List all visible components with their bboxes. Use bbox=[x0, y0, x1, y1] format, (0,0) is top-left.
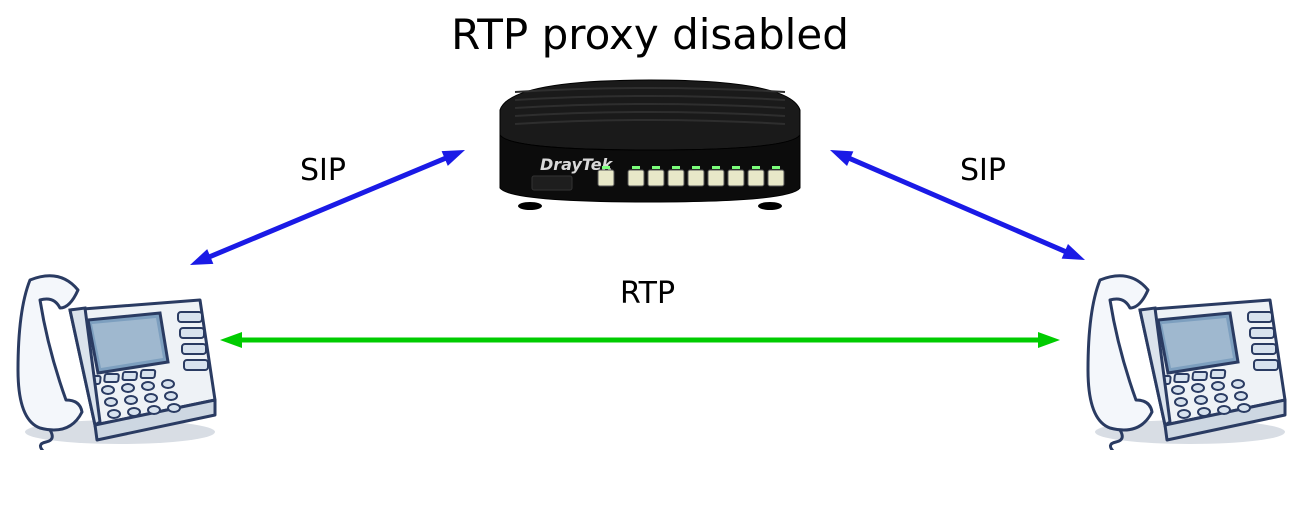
ip-phone-left-icon bbox=[0, 250, 220, 450]
label-rtp: RTP bbox=[620, 276, 675, 311]
diagram-stage: RTP proxy disabled SIP SIP RTP DrayTek bbox=[0, 0, 1300, 509]
diagram-title: RTP proxy disabled bbox=[0, 10, 1300, 59]
label-sip-left: SIP bbox=[300, 153, 346, 188]
arrow-rtp bbox=[220, 332, 1060, 348]
arrow-sip-right bbox=[830, 150, 1085, 260]
ip-phone-right-icon bbox=[1070, 250, 1290, 450]
router-device-icon: DrayTek bbox=[470, 70, 830, 220]
label-sip-right: SIP bbox=[960, 153, 1006, 188]
